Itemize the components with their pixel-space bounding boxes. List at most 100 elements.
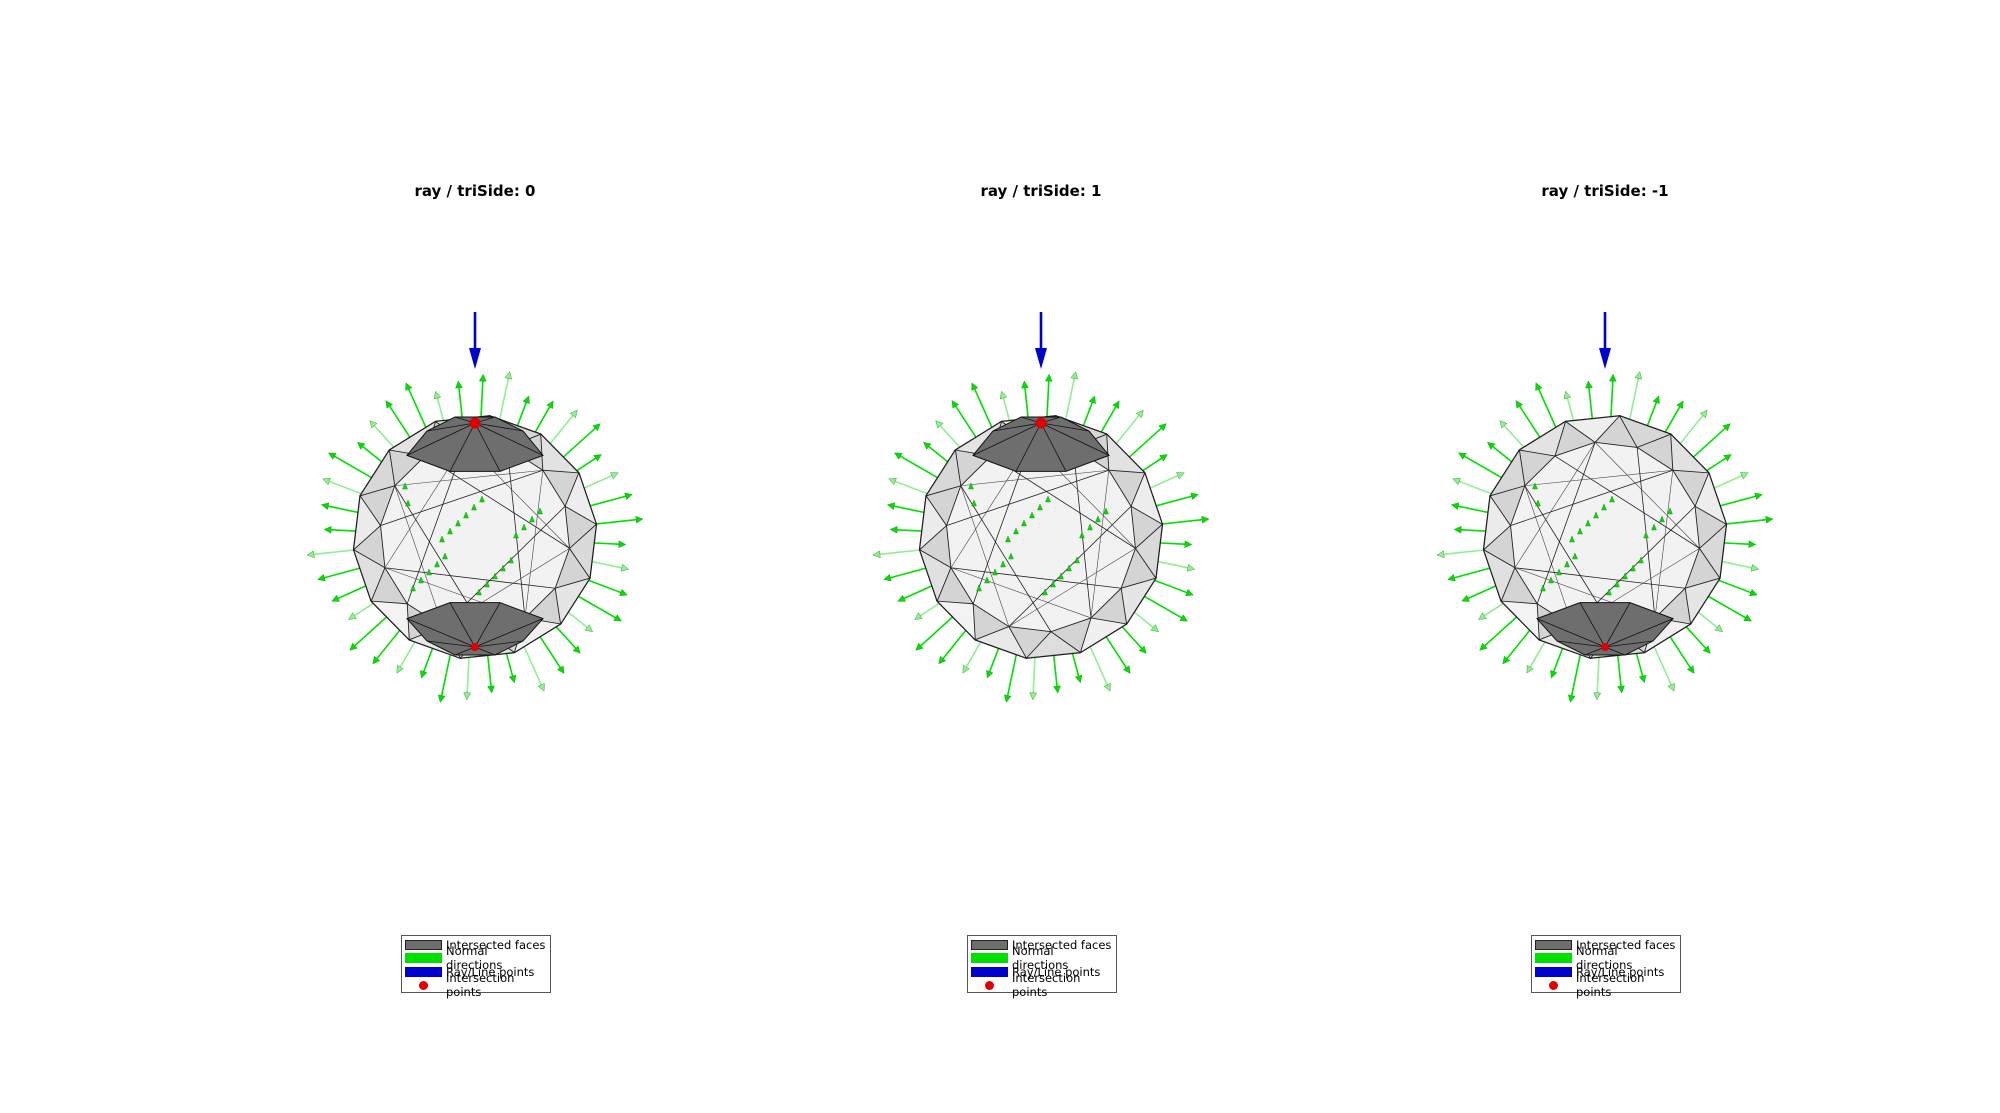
normal-arrowhead bbox=[618, 540, 627, 549]
normal-arrowhead-small bbox=[508, 556, 514, 564]
normal-arrowhead-small bbox=[1535, 499, 1541, 507]
sphere-face bbox=[353, 494, 382, 551]
normal-arrowhead bbox=[897, 594, 906, 602]
normal-arrowhead bbox=[999, 390, 1008, 400]
normal-arrowhead-small bbox=[1042, 588, 1048, 596]
normal-arrow bbox=[1464, 455, 1506, 481]
normal-arrowhead bbox=[1190, 492, 1199, 501]
normal-swatch bbox=[971, 953, 1008, 964]
normal-arrowhead bbox=[1070, 371, 1079, 380]
normal-arrowhead-small bbox=[1000, 560, 1006, 568]
normal-arrowhead-small bbox=[1540, 584, 1546, 592]
cap-edge bbox=[972, 422, 1042, 456]
cap-edge bbox=[1604, 602, 1631, 648]
normal-arrow bbox=[903, 583, 937, 600]
normal-arrowhead-small bbox=[992, 568, 998, 576]
normal-arrowhead-small bbox=[471, 503, 477, 511]
mesh-edge bbox=[1510, 469, 1673, 526]
normal-arrowhead-small bbox=[1037, 503, 1043, 511]
mesh-edge bbox=[524, 470, 544, 619]
mesh-edge bbox=[1536, 442, 1596, 604]
normal-arrowhead bbox=[572, 645, 581, 654]
normal-arrowhead bbox=[1487, 441, 1496, 450]
normal-arrowhead-small bbox=[1593, 511, 1599, 519]
normal-arrowhead bbox=[1567, 694, 1576, 703]
normal-arrowhead bbox=[420, 670, 428, 679]
subplot-triside-1: ray / triSide: 1 Intersected faces Norma… bbox=[761, 0, 1321, 1113]
normal-arrowhead-small bbox=[537, 507, 543, 515]
cap-edge bbox=[426, 640, 476, 648]
normal-arrowhead bbox=[1702, 645, 1711, 654]
sphere-face bbox=[918, 548, 952, 603]
normal-arrowhead bbox=[1740, 472, 1749, 480]
ray-swatch bbox=[1535, 966, 1572, 977]
normal-arrowhead bbox=[1179, 614, 1188, 622]
normal-arrowhead bbox=[1003, 694, 1012, 703]
normal-arrowhead bbox=[455, 380, 463, 389]
normal-arrow bbox=[389, 405, 413, 442]
normal-arrowhead bbox=[1053, 685, 1061, 694]
intersection-point bbox=[471, 643, 479, 651]
normal-arrowhead bbox=[1593, 692, 1602, 701]
intersection-point bbox=[1601, 643, 1609, 651]
normal-arrowhead bbox=[372, 655, 381, 665]
normal-arrowhead-small bbox=[1651, 523, 1657, 531]
normal-arrowhead bbox=[396, 665, 404, 674]
normal-arrowhead-small bbox=[455, 519, 461, 527]
normal-arrowhead bbox=[317, 573, 326, 582]
subplot-triside-0: ray / triSide: 0 Intersected faces Norma… bbox=[195, 0, 755, 1113]
mesh-edge bbox=[946, 469, 1109, 526]
normal-arrowhead bbox=[349, 642, 358, 651]
legend-entry-points: Intersection points bbox=[405, 971, 547, 999]
normal-arrowhead bbox=[331, 594, 340, 602]
normal-arrowhead bbox=[1749, 588, 1758, 597]
normal-arrowhead-small bbox=[1601, 503, 1607, 511]
normal-arrowhead bbox=[385, 400, 394, 409]
normal-arrowhead bbox=[1676, 400, 1684, 409]
normal-arrowhead-small bbox=[1045, 495, 1051, 503]
point-marker-icon bbox=[405, 980, 442, 990]
mesh-edge bbox=[394, 469, 543, 487]
normal-arrowhead-small bbox=[1548, 576, 1554, 584]
subplot-title: ray / triSide: 1 bbox=[980, 182, 1102, 200]
normal-arrowhead-small bbox=[439, 535, 445, 543]
normal-arrowhead bbox=[1176, 472, 1185, 480]
normal-arrowhead bbox=[1201, 515, 1210, 524]
normal-arrowhead-small bbox=[1074, 556, 1080, 564]
intersected-face-top bbox=[972, 416, 1110, 472]
normal-arrowhead bbox=[320, 502, 330, 510]
normal-arrowhead-small bbox=[1667, 507, 1673, 515]
normal-arrowhead bbox=[1743, 614, 1752, 622]
normal-arrowhead bbox=[546, 400, 554, 409]
legend-entry-ray: Ray/Line points bbox=[971, 965, 1113, 979]
cap-edge bbox=[474, 422, 501, 472]
normal-arrowhead bbox=[556, 665, 565, 674]
normal-arrowhead-small bbox=[1029, 511, 1035, 519]
mesh-edge bbox=[1008, 505, 1132, 627]
normal-arrowhead bbox=[1526, 665, 1534, 674]
normal-arrowhead-small bbox=[447, 527, 453, 535]
normal-arrowhead bbox=[1103, 683, 1111, 692]
cap-edge bbox=[406, 618, 476, 648]
sphere-face bbox=[1684, 577, 1721, 626]
normal-arrowhead-small bbox=[410, 584, 416, 592]
cap-edge bbox=[474, 422, 524, 432]
face-swatch bbox=[1535, 939, 1572, 950]
normal-arrowhead bbox=[1748, 540, 1757, 549]
normal-arrow bbox=[337, 583, 371, 600]
normal-swatch bbox=[405, 953, 442, 964]
cap-edge bbox=[1536, 618, 1606, 648]
cap-edge bbox=[1579, 602, 1606, 648]
sphere-face bbox=[554, 577, 591, 626]
normal-arrowhead bbox=[569, 409, 578, 419]
normal-arrowhead bbox=[1754, 492, 1763, 501]
mesh-edge bbox=[1524, 485, 1574, 627]
sphere-face bbox=[568, 523, 597, 580]
normal-arrowhead-small bbox=[442, 552, 448, 560]
mesh-edge bbox=[1514, 567, 1686, 589]
cap-edge bbox=[992, 422, 1042, 432]
normal-arrowhead-small bbox=[492, 572, 498, 580]
sphere-scene bbox=[306, 312, 644, 703]
normal-arrowhead bbox=[1158, 423, 1167, 432]
normal-arrow bbox=[440, 649, 453, 696]
